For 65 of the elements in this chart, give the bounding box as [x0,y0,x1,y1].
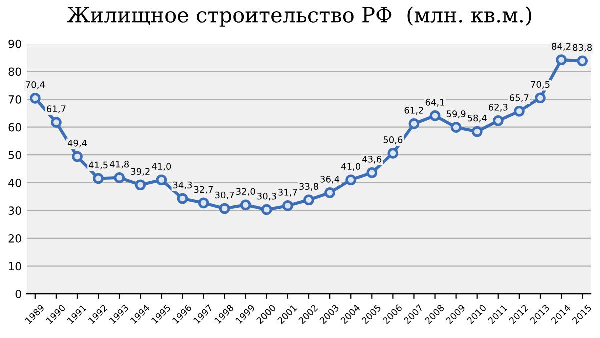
y-tick-label: 20 [8,234,22,243]
point [346,174,357,186]
point [198,198,210,209]
data-label: 39,2 [131,168,150,176]
point [388,148,399,159]
data-label: 70,5 [531,81,550,89]
point [492,116,504,126]
data-label: 41,5 [88,162,108,170]
point [430,110,441,122]
data-label: 43,6 [362,156,382,164]
data-label: 61,2 [404,107,424,115]
y-tick-label: 10 [9,262,22,271]
data-label: 31,7 [278,189,298,197]
data-label: 70,4 [26,82,45,90]
data-label: 62,3 [488,104,508,112]
y-tick-label: 70 [8,95,22,104]
data-label: 34,3 [173,182,192,190]
y-tick-label: 30 [8,206,22,216]
point [177,193,188,204]
y-tick-label: 80 [8,68,22,76]
chart-title: Жилищное строительство РФ (млн. кв.м.) [67,6,532,27]
y-tick-label: 90 [8,40,22,48]
point [135,180,146,191]
point [450,122,462,134]
data-label: 30,7 [215,192,234,200]
data-label: 32,7 [194,186,214,194]
y-tick-label: 60 [8,123,22,132]
point [366,167,378,178]
data-label: 41,8 [110,160,130,169]
point [156,174,168,186]
point [324,187,336,198]
data-label: 41,0 [341,163,361,171]
data-label: 41,0 [152,163,172,171]
data-label: 36,4 [320,176,340,184]
point [219,203,230,214]
data-label: 58,4 [468,114,487,123]
point [93,173,104,184]
data-label: 49,4 [68,140,88,148]
data-label: 65,7 [510,94,529,102]
data-label: 33,8 [300,183,318,191]
data-label: 59,9 [446,110,466,118]
point [72,151,83,162]
point [472,126,483,138]
point [261,204,272,216]
data-label: 50,6 [384,136,403,144]
data-label: 61,7 [47,106,66,114]
data-label: 84,2 [552,43,571,51]
point [514,106,525,117]
y-tick-label: 40 [8,178,22,188]
data-label: 32,0 [236,188,256,196]
y-tick-label: 50 [8,151,22,160]
data-label: 64,1 [426,99,444,107]
point [577,56,588,67]
point [30,92,41,104]
point [282,200,294,212]
y-tick-label: 0 [16,290,22,298]
data-label: 83,8 [573,44,592,52]
point [535,92,546,104]
point [240,200,252,211]
data-label: 30,3 [258,192,276,201]
point [304,194,314,206]
point [408,118,420,130]
point [114,172,126,184]
point [556,54,567,66]
point [51,117,62,128]
